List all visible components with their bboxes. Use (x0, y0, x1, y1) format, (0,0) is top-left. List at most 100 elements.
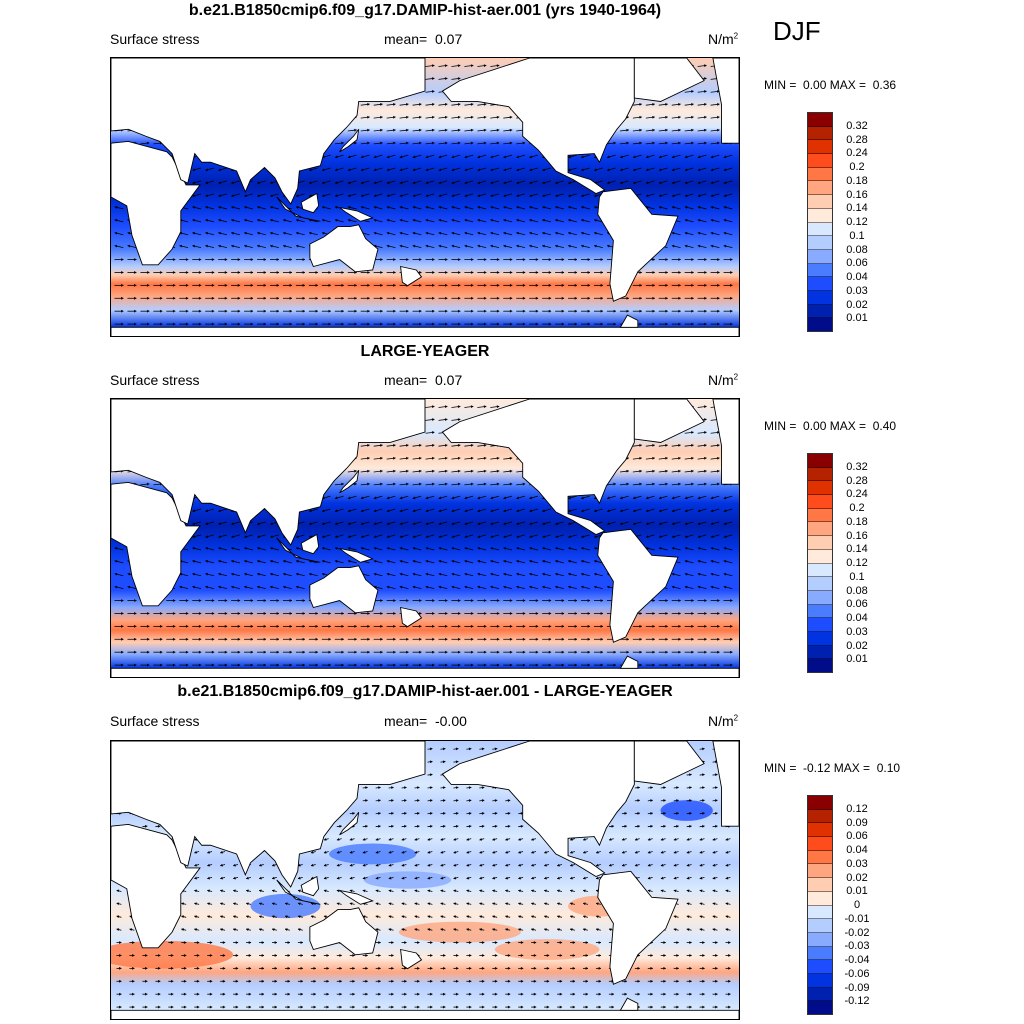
colorbar-tick-label: 0.12 (846, 802, 868, 815)
min-label: MIN = (764, 419, 797, 433)
colorbar-tick-label: 0.1 (849, 570, 865, 583)
colorbar-swatch (808, 290, 832, 305)
colorbar-tick-label: 0.02 (846, 871, 868, 884)
colorbar-tick-label: 0.02 (846, 639, 868, 652)
colorbar-tick-label: 0.24 (846, 147, 868, 160)
land-mass (597, 187, 679, 302)
panel-1-map (110, 57, 740, 363)
units: N/m (708, 713, 734, 729)
colorbar-swatch (808, 126, 832, 141)
colorbar-tick-label: 0.16 (846, 188, 868, 201)
colorbar-tick-label: 0.03 (846, 625, 868, 638)
mean-label: mean= (384, 713, 428, 729)
colorbar-swatch (808, 631, 832, 646)
colorbar-swatch (808, 454, 832, 468)
colorbar-swatch (808, 891, 832, 906)
max-value: 0.10 (876, 761, 901, 775)
panel-1-minmax: MIN = 0.00 MAX = 0.36 (764, 78, 896, 92)
colorbar-tick-label: 0.06 (846, 598, 868, 611)
colorbar-tick-label: 0.2 (849, 502, 865, 514)
colorbar-swatch (808, 563, 832, 578)
land-mass (400, 948, 423, 970)
land-mass (597, 870, 679, 985)
colorbar-swatch (808, 837, 832, 851)
colorbar-tick-label: 0.28 (846, 474, 868, 487)
mean-label: mean= (384, 31, 428, 47)
max-value: 0.40 (872, 419, 897, 433)
land-mass (400, 606, 423, 628)
season-label: DJF (773, 16, 821, 46)
colorbar-swatch (808, 181, 832, 196)
panel-3-units: N/m2 (708, 713, 738, 729)
land-mass (110, 57, 426, 205)
land-mass (339, 129, 360, 153)
colorbar-tick-label: -0.02 (844, 926, 870, 939)
colorbar-swatch (808, 987, 832, 1002)
colorbar-tick-label: -0.09 (844, 981, 870, 994)
land-mass (339, 206, 374, 222)
max-label: MAX = (833, 761, 871, 775)
land-mass (110, 740, 426, 888)
map-canvas (110, 57, 740, 363)
colorbar-tick-label: 0.04 (846, 612, 868, 624)
land-mass (633, 740, 705, 785)
map-canvas (110, 398, 740, 704)
colorbar-swatch (808, 618, 832, 632)
colorbar-swatch (808, 222, 832, 237)
panel-1-units: N/m2 (708, 31, 738, 47)
colorbar-tick-label: 0.03 (846, 284, 868, 297)
colorbar-swatch (808, 946, 832, 961)
panel-1-title: b.e21.B1850cmip6.f09_g17.DAMIP-hist-aer.… (188, 2, 662, 19)
colorbar-tick-label: 0.09 (846, 816, 868, 829)
land-mass (309, 224, 379, 273)
colorbar-tick-label: 0.14 (846, 202, 868, 215)
colorbar-tick-label: 0.01 (846, 885, 868, 898)
land-mass (619, 314, 639, 328)
colorbar-swatch (808, 960, 832, 974)
anomaly-patch (660, 800, 713, 821)
max-label: MAX = (829, 78, 867, 92)
colorbar-swatch (808, 577, 832, 591)
land-mass (110, 823, 201, 949)
units: N/m (708, 372, 734, 388)
land-mass (110, 326, 740, 363)
colorbar-swatch (808, 1001, 832, 1014)
colorbar-tick-label: 0.18 (846, 174, 868, 187)
colorbar-swatch (808, 236, 832, 250)
land-mass (339, 889, 374, 905)
mean-value: 0.07 (434, 31, 463, 47)
colorbar-tick-label: 0.1 (849, 229, 865, 242)
colorbar-swatch (808, 508, 832, 523)
colorbar-tick-label: 0.12 (846, 216, 868, 228)
min-label: MIN = (764, 78, 797, 92)
land-mass (300, 192, 320, 214)
colorbar-tick-label: 0.08 (846, 584, 868, 597)
anomaly-patch (250, 893, 321, 919)
land-mass (110, 398, 426, 546)
panel-3-colorbar (807, 795, 833, 1015)
colorbar-swatch (808, 659, 832, 672)
colorbar-tick-label: 0.04 (846, 271, 868, 283)
land-mass (110, 667, 740, 704)
colorbar-swatch (808, 208, 832, 223)
min-value: -0.12 (803, 761, 831, 775)
land-mass (110, 481, 201, 607)
units: N/m (708, 31, 734, 47)
colorbar-swatch (808, 549, 832, 564)
land-mass (309, 565, 379, 614)
panel-2-variable: Surface stress (110, 372, 200, 388)
anomaly-patch (398, 921, 521, 943)
mean-value: 0.07 (434, 372, 463, 388)
colorbar-swatch (808, 864, 832, 879)
colorbar-swatch (808, 195, 832, 209)
land-mass (300, 875, 320, 897)
colorbar-tick-label: 0.08 (846, 243, 868, 256)
panel-1-mean: mean= 0.07 (384, 31, 462, 47)
mean-label: mean= (384, 372, 428, 388)
colorbar-swatch (808, 905, 832, 920)
colorbar-swatch (808, 932, 832, 947)
colorbar-tick-label: 0 (853, 899, 861, 911)
colorbar-swatch (808, 522, 832, 537)
colorbar-swatch (808, 973, 832, 988)
colorbar-tick-label: 0.01 (846, 312, 868, 325)
